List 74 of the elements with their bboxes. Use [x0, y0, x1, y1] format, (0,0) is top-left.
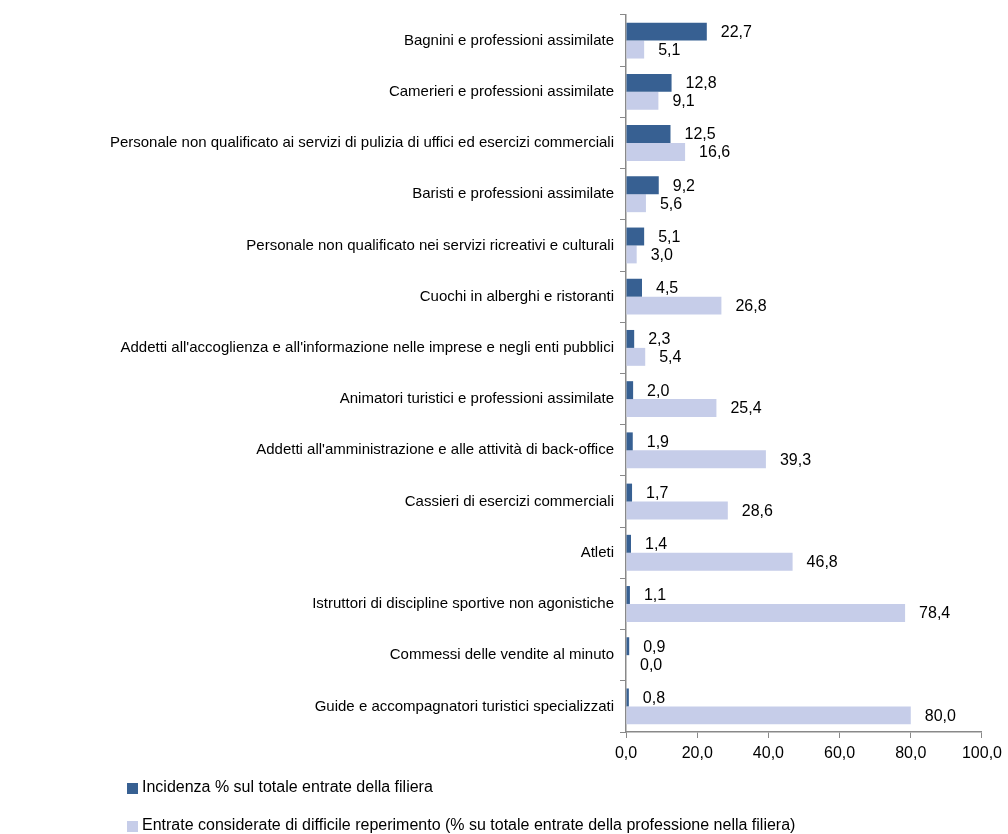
legend-label: Entrate considerate di difficile reperimento (% su totale entrate della professione nella filiera)	[142, 816, 796, 834]
data-label: 1,7	[646, 483, 669, 501]
y-tick-label: Bagnini e professioni assimilate	[403, 30, 614, 48]
data-label: 28,6	[741, 501, 774, 519]
data-label: 78,4	[919, 604, 951, 622]
legend-label: Incidenza % sul totale entrate della filiera	[142, 778, 433, 796]
data-label: 25,4	[730, 399, 762, 417]
bar	[626, 296, 722, 315]
bar	[626, 91, 659, 110]
bar	[626, 534, 631, 553]
bar	[626, 176, 659, 195]
data-label: 22,7	[720, 23, 753, 41]
bar	[626, 603, 906, 622]
bar	[626, 381, 634, 400]
data-label: 12,5	[684, 125, 716, 143]
y-tick-label: Personale non qualificato ai servizi di pulizia di uffici ed esercizi commerciali	[109, 133, 614, 151]
bar	[626, 483, 633, 502]
x-tick-label: 80,0	[895, 744, 927, 762]
data-label: 5,1	[658, 40, 681, 58]
y-tick-label: Istruttori di discipline sportive non agonistiche	[312, 594, 614, 612]
y-tick-label: Atleti	[580, 542, 614, 560]
data-label: 0,0	[640, 655, 663, 673]
y-tick-label: Animatori turistici e professioni assimilate	[339, 389, 614, 407]
bar	[626, 40, 645, 59]
y-tick-label: Addetti all'amministrazione e alle attività di back-office	[256, 440, 614, 458]
data-label: 39,3	[779, 450, 812, 468]
data-label: 9,1	[672, 92, 695, 110]
data-label: 1,9	[646, 432, 670, 450]
bar	[626, 143, 686, 161]
data-label: 16,6	[699, 143, 731, 161]
y-tick-label: Guide e accompagnatori turistici specializzati	[314, 696, 614, 714]
data-label: 5,1	[658, 227, 681, 245]
x-tick-label: 0,0	[614, 744, 638, 762]
bar	[626, 227, 645, 246]
data-label: 12,8	[685, 74, 717, 92]
data-label: 80,0	[924, 706, 957, 724]
data-label: 1,1	[643, 586, 667, 604]
x-tick-label: 60,0	[824, 744, 856, 762]
bar	[626, 501, 728, 520]
y-tick-label: Cassieri di esercizi commerciali	[404, 491, 614, 509]
y-tick-label: Baristi e professioni assimilate	[412, 184, 614, 202]
y-tick-label: Camerieri e professioni assimilate	[388, 81, 614, 99]
data-label: 2,0	[647, 381, 670, 399]
bar	[626, 432, 633, 451]
bar	[626, 706, 911, 725]
data-label: 1,4	[644, 535, 668, 553]
data-label: 46,8	[806, 553, 838, 571]
data-label: 5,6	[659, 194, 683, 212]
data-label: 0,9	[643, 637, 666, 655]
bar	[626, 125, 671, 144]
data-label: 3,0	[650, 245, 674, 263]
bar	[626, 22, 707, 41]
bar	[626, 399, 717, 418]
bar	[626, 450, 766, 469]
data-label: 5,4	[659, 348, 682, 366]
bar	[626, 194, 646, 213]
bar	[626, 278, 643, 297]
bar	[626, 73, 672, 92]
x-tick-label: 40,0	[752, 744, 785, 762]
y-tick-label: Commessi delle vendite al minuto	[389, 645, 614, 663]
bar	[626, 245, 637, 264]
data-label: 4,5	[656, 279, 679, 297]
x-tick-label: 20,0	[681, 744, 713, 762]
data-label: 0,8	[642, 688, 666, 706]
data-label: 26,8	[735, 297, 767, 315]
y-tick-label: Cuochi in alberghi e ristoranti	[419, 286, 614, 304]
data-label: 9,2	[672, 176, 696, 194]
y-tick-label: Personale non qualificato nei servizi ricreativi e culturali	[246, 235, 614, 253]
x-tick-label: 100,0	[961, 744, 1003, 762]
bar	[626, 347, 646, 366]
y-tick-label: Addetti all'accoglienza e all'informazione nelle imprese e negli enti pubblici	[120, 338, 614, 356]
bar	[626, 329, 635, 348]
bar	[626, 552, 793, 571]
data-label: 2,3	[648, 330, 671, 348]
